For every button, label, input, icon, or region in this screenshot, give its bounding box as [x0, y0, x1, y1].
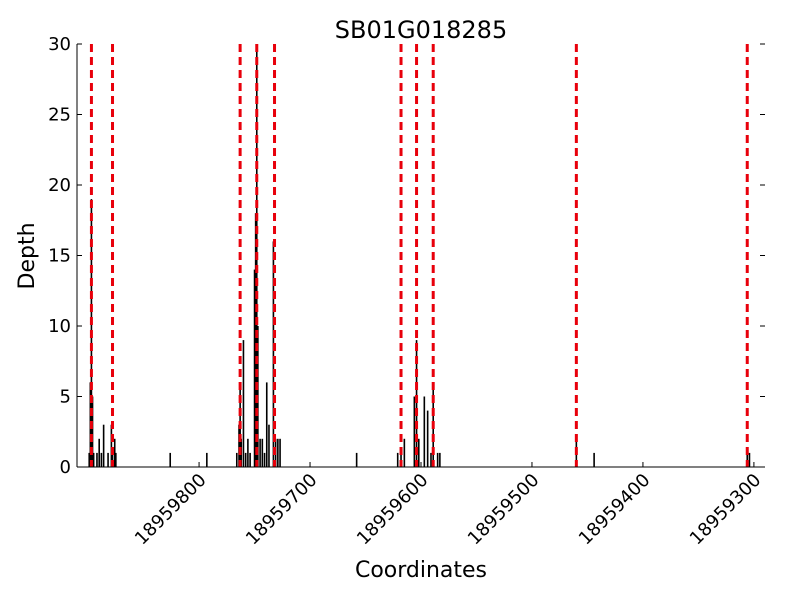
depth-bar	[92, 452, 95, 467]
depth-bar	[403, 438, 406, 467]
depth-bar	[115, 452, 117, 467]
marker-lines-group	[89, 44, 749, 467]
depth-bar	[102, 424, 105, 467]
depth-bar	[238, 424, 240, 467]
depth-bar	[415, 340, 418, 467]
depth-bar	[100, 452, 103, 467]
x-axis-label: Coordinates	[355, 558, 487, 583]
depth-bar	[436, 452, 439, 467]
chart-title: SB01G018285	[335, 16, 507, 44]
x-tick-label: 18959600	[353, 470, 433, 550]
depth-bar	[263, 452, 266, 467]
axes	[76, 44, 765, 468]
depth-bar	[96, 452, 98, 467]
y-ticks: 0 5 10 15 20 25 30	[48, 34, 765, 478]
y-tick-label: 20	[48, 175, 71, 196]
depth-bar	[426, 410, 429, 467]
bars-group	[88, 44, 751, 467]
depth-bar	[265, 382, 268, 467]
x-tick-label: 18959800	[131, 470, 211, 550]
depth-bar	[107, 452, 109, 467]
depth-bar	[355, 452, 358, 467]
x-ticks: 18959800 18959700 18959600 18959500 18959400…	[131, 462, 765, 549]
y-tick-label: 10	[48, 316, 71, 337]
depth-bar	[746, 452, 749, 467]
depth-bar	[272, 241, 275, 467]
depth-bar	[417, 438, 420, 467]
depth-bar	[249, 452, 251, 467]
x-tick-label: 18959500	[464, 470, 544, 550]
depth-bar	[242, 340, 245, 467]
depth-bar	[430, 452, 432, 467]
depth-bar	[593, 452, 595, 467]
depth-bar	[247, 438, 249, 467]
y-tick-label: 30	[48, 34, 71, 55]
x-tick-label: 18959300	[686, 470, 766, 550]
depth-bar	[396, 452, 399, 467]
depth-bar	[91, 396, 94, 467]
depth-bar	[254, 213, 257, 467]
depth-bar	[259, 438, 261, 467]
depth-bar	[113, 438, 116, 467]
depth-bar	[169, 452, 172, 467]
depth-bar	[244, 452, 247, 467]
depth-bar	[423, 396, 426, 467]
y-axis-label: Depth	[15, 222, 40, 289]
depth-bar	[413, 396, 416, 467]
depth-bar	[277, 438, 279, 467]
y-tick-label: 0	[60, 457, 71, 478]
depth-bar	[261, 438, 264, 467]
depth-bar	[88, 452, 91, 467]
y-tick-label: 5	[60, 387, 71, 408]
depth-bar	[110, 424, 113, 467]
depth-bar	[279, 438, 281, 467]
depth-bar	[111, 452, 114, 467]
depth-bar	[439, 452, 441, 467]
depth-bar	[253, 269, 256, 467]
depth-bar	[268, 424, 270, 467]
y-tick-label: 15	[48, 246, 71, 267]
depth-bar	[206, 452, 208, 467]
depth-bar	[98, 438, 100, 467]
y-tick-label: 25	[48, 105, 71, 126]
depth-bar	[235, 452, 238, 467]
x-tick-label: 18959400	[575, 470, 655, 550]
depth-bar	[748, 452, 751, 467]
depth-bar	[400, 452, 402, 467]
x-tick-label: 18959700	[242, 470, 322, 550]
